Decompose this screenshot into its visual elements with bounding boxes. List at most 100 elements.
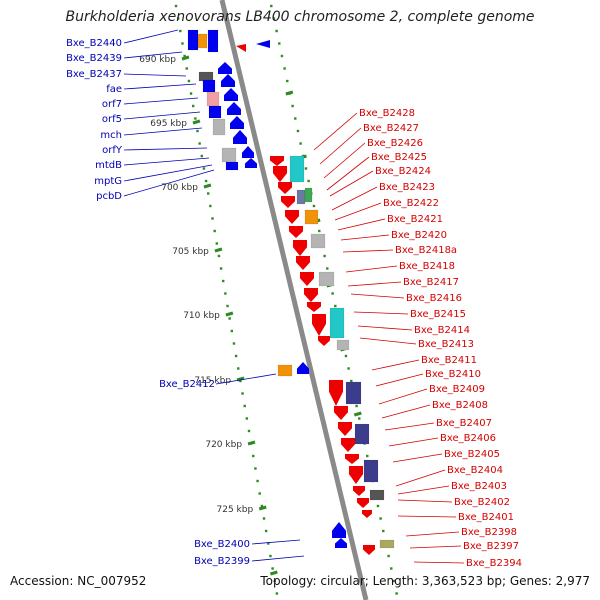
inner-dotted-ring	[176, 17, 180, 20]
reverse-gene-label: Bxe_B2426	[367, 138, 423, 149]
inner-dotted-ring	[174, 4, 178, 8]
scale-tick-label: 690 kbp	[139, 55, 176, 65]
outer-dotted-ring	[294, 117, 297, 120]
reverse-gene-arrow	[363, 545, 375, 555]
forward-gene-label: mtdB	[95, 160, 122, 171]
inner-dotted-ring	[275, 592, 279, 595]
scale-tick-label: 700 kbp	[161, 183, 198, 193]
reverse-gene-arrow	[353, 486, 365, 496]
reverse-gene-leader	[397, 515, 457, 518]
outer-dotted-ring	[344, 354, 348, 358]
reverse-gene-arrow	[300, 272, 314, 286]
reverse-gene-arrow	[273, 166, 287, 182]
reverse-gene-arrow	[307, 302, 321, 312]
forward-gene-label: Bxe_B2437	[66, 69, 122, 80]
inner-dotted-ring	[228, 317, 231, 320]
outer-dotted-ring	[312, 204, 316, 208]
reverse-gene-label: Bxe_B2406	[440, 433, 496, 444]
forward-gene-leader	[215, 373, 277, 385]
reverse-gene-leader	[313, 112, 358, 151]
dark-feature	[369, 489, 385, 501]
inner-dotted-ring	[204, 179, 208, 183]
reverse-gene-label: Bxe_B2403	[451, 481, 507, 492]
outer-dotted-ring	[296, 129, 300, 133]
forward-gene-label: fae	[106, 84, 122, 95]
inner-dotted-ring	[258, 492, 261, 495]
reverse-gene-leader	[323, 142, 366, 179]
reverse-gene-arrow	[281, 196, 295, 208]
reverse-gene-label: Bxe_B2421	[387, 214, 443, 225]
cyan-feature	[329, 307, 345, 339]
reverse-gene-label: Bxe_B2410	[425, 369, 481, 380]
scale-tick	[285, 90, 294, 96]
forward-gene-arrow	[242, 146, 254, 158]
reverse-gene-leader	[381, 404, 431, 419]
forward-gene-leader	[123, 164, 213, 182]
forward-gene-feature	[208, 105, 222, 119]
reverse-gene-label: Bxe_B2422	[383, 198, 439, 209]
inner-dotted-ring	[247, 429, 251, 433]
inner-dotted-ring	[271, 567, 274, 570]
grey-feature	[310, 233, 326, 249]
reverse-gene-label: Bxe_B2407	[436, 418, 492, 429]
outer-dotted-ring	[387, 554, 390, 558]
forward-gene-leader	[123, 157, 210, 166]
outer-dotted-ring	[299, 142, 302, 145]
forward-gene-leader	[123, 147, 208, 151]
outer-dotted-ring	[272, 17, 276, 20]
scale-tick	[225, 311, 234, 317]
reverse-gene-arrow	[362, 510, 372, 518]
grey-feature	[336, 339, 350, 351]
reverse-gene-label: Bxe_B2413	[418, 339, 474, 350]
inner-dotted-ring	[222, 279, 225, 283]
inner-dotted-ring	[198, 142, 201, 145]
inner-dotted-ring	[179, 29, 182, 33]
inner-dotted-ring	[256, 479, 259, 483]
forward-gene-leader	[123, 127, 203, 136]
accession-number: Accession: NC_007952	[10, 574, 147, 588]
reverse-gene-leader	[392, 453, 443, 463]
reverse-gene-leader	[375, 373, 424, 387]
olive-feature	[379, 539, 395, 549]
forward-gene-arrow	[230, 116, 244, 129]
pink-feature	[206, 91, 220, 107]
inner-dotted-ring	[213, 229, 216, 233]
reverse-gene-arrow	[345, 454, 359, 464]
inner-dotted-ring	[234, 354, 238, 358]
outer-dotted-ring	[318, 229, 321, 233]
reverse-gene-label: Bxe_B2404	[447, 465, 503, 476]
inner-dotted-ring	[237, 367, 240, 370]
forward-gene-label: Bxe_B2400	[194, 539, 250, 550]
forward-gene-leader	[251, 555, 305, 562]
outer-dotted-ring	[283, 67, 286, 70]
slate-feature	[296, 189, 306, 205]
reverse-gene-leader	[331, 186, 378, 211]
forward-gene-arrow	[297, 362, 309, 374]
scale-tick	[353, 411, 362, 417]
inner-dotted-ring	[217, 254, 221, 258]
reverse-gene-leader	[353, 311, 409, 315]
inner-dotted-ring	[202, 167, 206, 170]
outer-dotted-ring	[376, 504, 380, 508]
forward-gene-leader	[123, 29, 179, 44]
reverse-gene-label: Bxe_B2416	[406, 293, 462, 304]
reverse-gene-arrow	[349, 466, 363, 484]
outer-dotted-ring	[331, 292, 334, 295]
inner-dotted-ring	[209, 204, 212, 208]
forward-gene-label: Bxe_B2440	[66, 38, 122, 49]
outer-dotted-ring	[392, 579, 396, 583]
reverse-gene-arrow	[296, 256, 310, 270]
reverse-gene-leader	[334, 202, 382, 221]
reverse-gene-label: Bxe_B2414	[414, 325, 470, 336]
reverse-gene-label: Bxe_B2415	[410, 309, 466, 320]
outer-dotted-ring	[334, 304, 337, 308]
reverse-gene-leader	[337, 218, 386, 231]
inner-dotted-ring	[191, 104, 195, 108]
forward-gene-label: Bxe_B2399	[194, 556, 250, 567]
outer-dotted-ring	[323, 254, 326, 258]
reverse-gene-label: Bxe_B2428	[359, 108, 415, 119]
reverse-gene-leader	[342, 249, 394, 253]
reverse-gene-arrow	[293, 240, 307, 256]
navy-feature	[345, 381, 362, 405]
